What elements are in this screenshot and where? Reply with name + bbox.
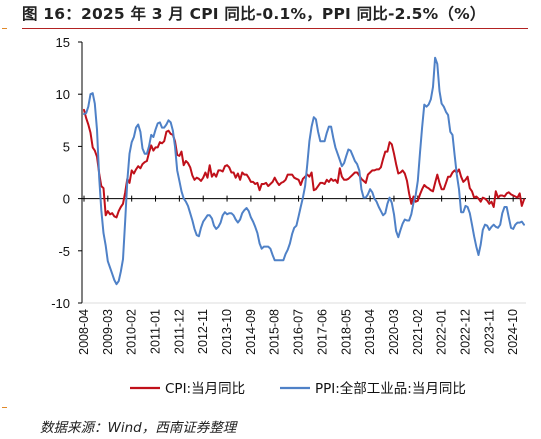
chart-title: 图 16：2025 年 3 月 CPI 同比-0.1%，PPI 同比-2.5%（… (22, 5, 486, 23)
x-tick-label: 2019-04 (363, 309, 377, 355)
x-tick-label: 2017-06 (315, 309, 329, 355)
legend-label-ppi: PPI:全部工业品:当月同比 (315, 380, 466, 397)
x-tick-label: 2012-11 (196, 309, 210, 354)
x-tick-label: 2013-10 (220, 309, 234, 355)
y-tick-label: 15 (56, 35, 70, 50)
x-tick-label: 2010-02 (125, 309, 139, 355)
x-tick-label: 2015-08 (268, 309, 282, 355)
x-tick-label: 2022-01 (435, 309, 449, 355)
y-tick-label: 0 (63, 192, 70, 207)
chart-series (83, 56, 525, 286)
x-tick-label: 2009-03 (101, 309, 115, 355)
x-tick-label: 2014-09 (244, 309, 258, 355)
ppi-line (83, 56, 525, 286)
x-tick-label: 2021-02 (411, 309, 425, 355)
title-rule (22, 28, 528, 29)
x-tick-label: 2011-12 (172, 309, 186, 354)
x-tick-label: 2018-05 (339, 309, 353, 355)
cpi-line (83, 108, 525, 219)
margin-marker-top (2, 28, 7, 29)
y-tick-label: 5 (63, 139, 70, 154)
chart-axes: 15 10 5 0 -5 -10 2008-04 2009-03 2010-02 2011-01 2… (51, 35, 526, 355)
x-tick-label: 2024-10 (506, 309, 520, 355)
x-tick-label: 2020-03 (387, 309, 401, 355)
x-tick-label: 2016-07 (292, 309, 306, 355)
y-tick-label: 10 (56, 87, 70, 102)
x-tick-label: 2023-11 (482, 309, 496, 354)
x-tick-label: 2008-04 (77, 309, 91, 355)
x-tick-label: 2011-01 (149, 309, 163, 354)
margin-marker-bottom (2, 407, 7, 408)
chart-legend: CPI:当月同比 PPI:全部工业品:当月同比 (130, 380, 466, 397)
y-tick-label: -10 (51, 296, 70, 311)
legend-label-cpi: CPI:当月同比 (165, 381, 245, 397)
x-tick-label: 2022-12 (458, 309, 472, 355)
source-note: 数据来源：Wind，西南证券整理 (40, 420, 237, 436)
y-tick-label: -5 (58, 244, 70, 259)
